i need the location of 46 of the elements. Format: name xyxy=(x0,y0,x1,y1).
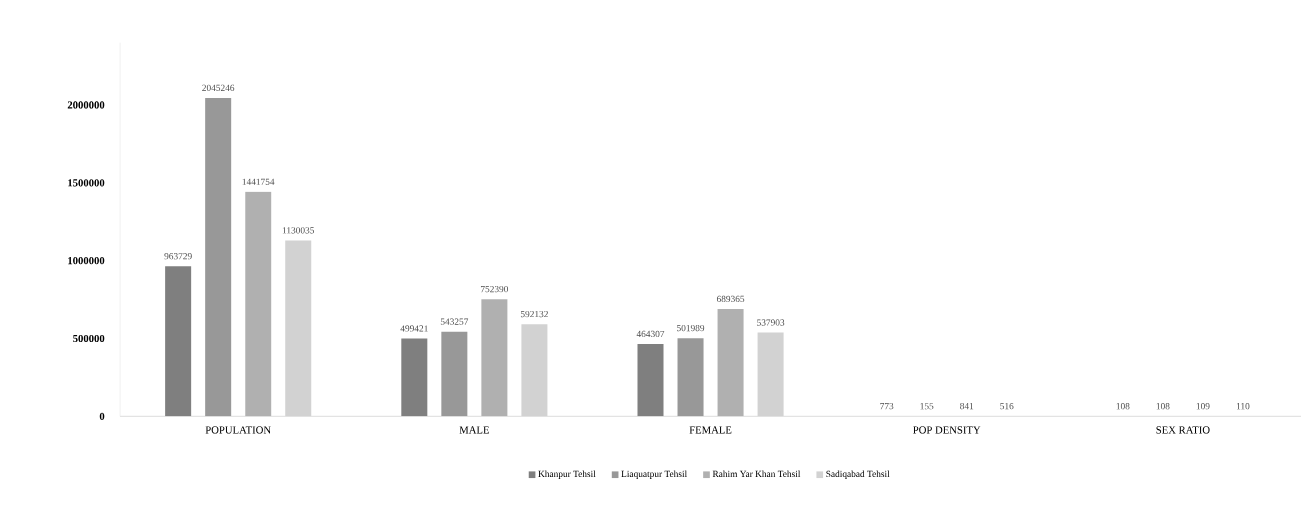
x-tick-label: POPULATION xyxy=(205,426,271,434)
data-label: 841 xyxy=(960,403,974,410)
data-label: 109 xyxy=(1196,403,1210,410)
bar xyxy=(637,344,664,417)
y-tick-label: 2000000 xyxy=(67,101,105,109)
bar xyxy=(677,338,704,417)
x-tick-label: MALE xyxy=(459,426,489,434)
data-label: 516 xyxy=(1000,403,1014,410)
bar xyxy=(441,331,468,417)
x-tick-label: FEMALE xyxy=(689,426,732,434)
x-tick-label: POP DENSITY xyxy=(913,426,981,434)
data-label: 499421 xyxy=(400,325,428,332)
data-label: 501989 xyxy=(677,325,705,332)
x-tick-label: SEX RATIO xyxy=(1156,426,1210,434)
data-label: 155 xyxy=(920,403,934,410)
data-label: 752390 xyxy=(480,286,509,293)
bar xyxy=(401,338,428,417)
bar xyxy=(521,324,548,417)
data-label: 1441754 xyxy=(242,178,275,186)
data-label: 543257 xyxy=(440,318,469,325)
data-label: 2045246 xyxy=(202,84,235,92)
data-label: 592132 xyxy=(520,311,548,318)
legend-label: Khanpur Tehsil xyxy=(538,470,596,480)
data-label: 110 xyxy=(1236,403,1250,410)
data-label: 689365 xyxy=(716,295,745,303)
y-tick-label: 0 xyxy=(99,412,105,421)
data-label: 464307 xyxy=(636,330,665,338)
bar xyxy=(165,266,192,417)
data-label: 1130035 xyxy=(282,227,315,234)
bar xyxy=(481,299,508,417)
legend-label: Sadiqabad Tehsil xyxy=(826,470,890,480)
bar xyxy=(205,98,232,417)
bar xyxy=(717,309,744,417)
bar xyxy=(285,240,312,417)
y-tick-label: 1500000 xyxy=(68,179,105,187)
y-tick-label: 500000 xyxy=(73,335,105,343)
data-label: 773 xyxy=(880,403,894,410)
data-label: 537903 xyxy=(757,319,785,326)
bar xyxy=(757,332,784,417)
legend-label: Liaquatpur Tehsil xyxy=(621,470,687,480)
legend-label: Rahim Yar Khan Tehsil xyxy=(712,470,801,478)
data-label: 108 xyxy=(1116,403,1130,410)
data-label: 108 xyxy=(1156,403,1170,410)
data-label: 963729 xyxy=(164,253,192,260)
bar xyxy=(245,192,272,417)
y-tick-label: 1000000 xyxy=(68,257,105,265)
